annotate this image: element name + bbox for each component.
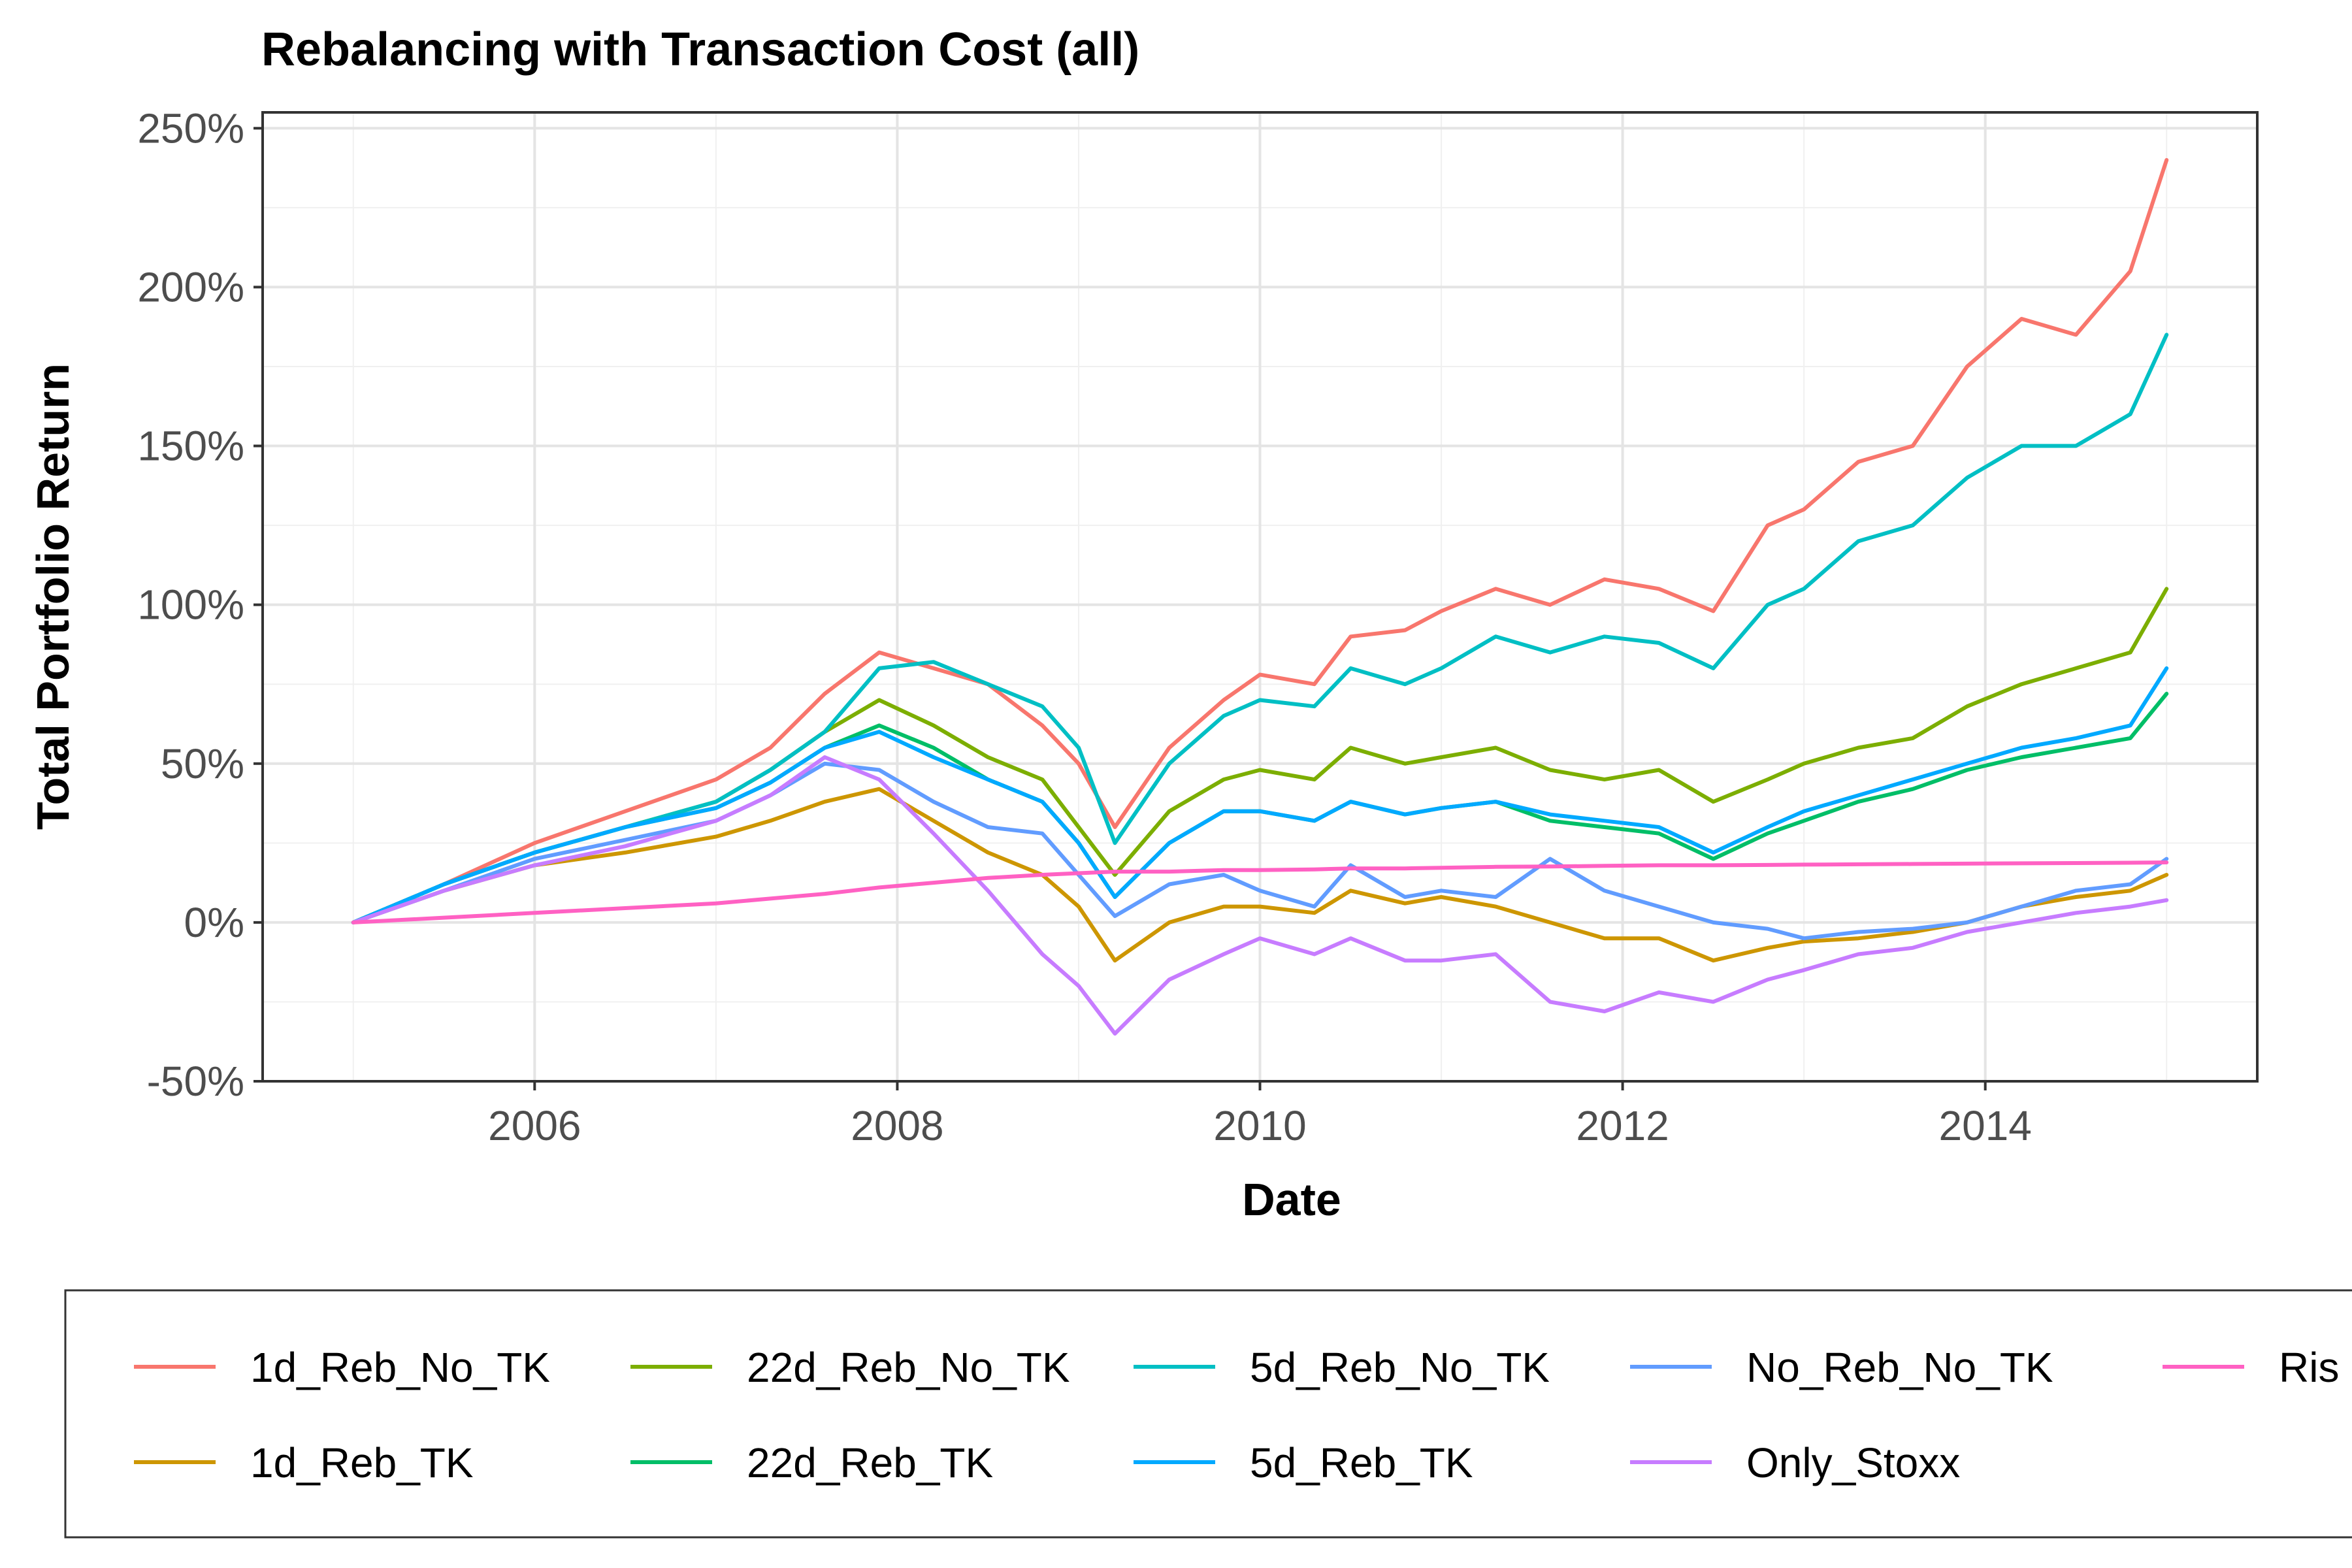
x-axis-title: Date <box>1242 1174 1341 1225</box>
series-line-6 <box>351 761 2169 941</box>
legend-label: 1d_Reb_No_TK <box>250 1344 550 1391</box>
x-tick-label: 2010 <box>1213 1102 1306 1149</box>
y-tick-label: 200% <box>137 263 244 310</box>
y-tick-label: 0% <box>184 899 245 946</box>
x-tick-label: 2014 <box>1938 1102 2031 1149</box>
legend-label: No_Reb_No_TK <box>1746 1344 2053 1391</box>
y-tick-label: 150% <box>137 423 244 470</box>
x-tick-label: 2006 <box>488 1102 581 1149</box>
series-line-7 <box>351 755 2169 1036</box>
y-tick-label: 50% <box>161 740 244 787</box>
series-line-4 <box>351 333 2169 924</box>
legend-label: 22d_Reb_No_TK <box>747 1344 1070 1391</box>
y-tick-label: -50% <box>147 1058 244 1105</box>
legend-box <box>64 1289 2352 1539</box>
legend-label: 5d_Reb_TK <box>1250 1439 1473 1486</box>
series-line-0 <box>351 157 2169 924</box>
legend-label: 1d_Reb_TK <box>250 1439 474 1486</box>
legend-label: Ris <box>2279 1344 2339 1391</box>
legend-label: 22d_Reb_TK <box>747 1439 993 1486</box>
series-line-5 <box>351 666 2169 924</box>
x-axis: 2006 2008 2010 2012 2014 <box>488 1081 2032 1149</box>
series-line-1 <box>351 787 2169 963</box>
series-layer <box>351 157 2169 1036</box>
y-tick-label: 250% <box>137 105 244 152</box>
legend-label: 5d_Reb_No_TK <box>1250 1344 1550 1391</box>
y-axis: -50% 0% 50% 100% 150% 200% 250% <box>137 105 263 1105</box>
y-tick-label: 100% <box>137 581 244 629</box>
y-axis-title: Total Portfolio Return <box>27 363 78 830</box>
x-tick-label: 2012 <box>1576 1102 1669 1149</box>
chart-title: Rebalancing with Transaction Cost (all) <box>261 24 1139 76</box>
legend: 1d_Reb_No_TK 22d_Reb_No_TK 5d_Reb_No_TK No_… <box>134 1344 2339 1486</box>
series-line-8 <box>351 860 2169 924</box>
x-tick-label: 2008 <box>851 1102 943 1149</box>
legend-label: Only_Stoxx <box>1746 1439 1960 1486</box>
